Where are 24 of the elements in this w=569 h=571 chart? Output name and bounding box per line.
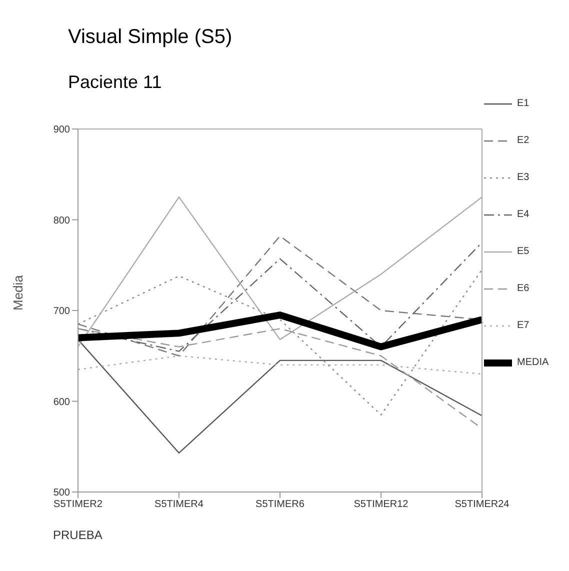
line-series (77, 269, 483, 416)
legend-label: E3 (517, 172, 530, 183)
x-tick-label: S5TIMER6 (256, 499, 305, 510)
legend-label: E7 (517, 320, 530, 331)
chart-subtitle: Paciente 11 (68, 72, 162, 93)
chart-title: Visual Simple (S5) (68, 26, 232, 49)
y-tick-label: 600 (53, 396, 70, 408)
legend-label: E5 (517, 246, 530, 257)
legend-label: E6 (517, 283, 530, 294)
y-tick-label: 900 (53, 124, 70, 136)
x-tick-label: S5TIMER24 (454, 499, 510, 510)
legend-label: E2 (517, 135, 530, 146)
legend-label: MEDIA (517, 357, 549, 368)
legend-label: E1 (517, 98, 530, 109)
x-tick-label: S5TIMER12 (354, 499, 409, 510)
x-tick-label: S5TIMER2 (54, 499, 103, 510)
y-axis-title: Media (10, 274, 26, 310)
x-axis-title: PRUEBA (53, 528, 102, 542)
y-tick-label: 800 (53, 215, 70, 226)
legend-label: E4 (517, 209, 530, 220)
line-series (77, 338, 483, 454)
x-tick-label: S5TIMER4 (154, 499, 204, 510)
y-tick-label: 700 (53, 306, 70, 318)
y-tick-label: 500 (53, 488, 70, 499)
